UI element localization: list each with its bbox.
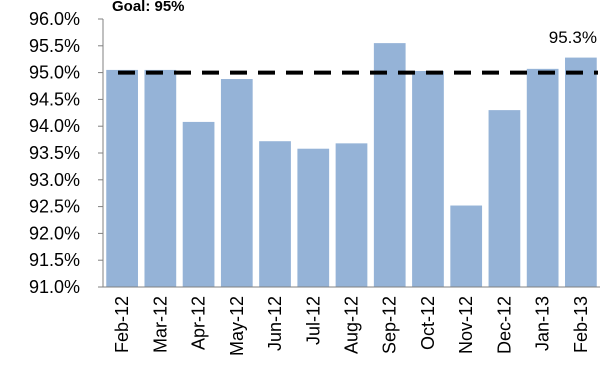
x-tick-label: Jun-12 [265, 296, 285, 351]
bar-jan-13 [526, 68, 559, 287]
bar-jun-12 [259, 141, 291, 287]
x-tick-label: Apr-12 [189, 296, 209, 350]
y-tick-label: 91.0% [29, 277, 80, 297]
x-tick-label: Dec-12 [494, 296, 514, 354]
bar-mar-12 [144, 69, 177, 287]
goal-label: Goal: 95% [112, 0, 185, 15]
y-tick-label: 94.0% [29, 116, 80, 136]
bar-nov-12 [450, 205, 483, 287]
y-tick-label: 93.5% [29, 143, 80, 163]
x-tick-label: Feb-12 [112, 296, 132, 353]
data-label: 95.3% [549, 28, 597, 47]
bar-may-12 [220, 79, 253, 287]
bar-feb-13 [565, 57, 597, 288]
x-tick-label: Feb-13 [571, 296, 591, 353]
bar-oct-12 [412, 70, 444, 288]
bar-feb-12 [106, 69, 138, 287]
x-tick-label: May-12 [227, 296, 247, 356]
x-tick-label: Sep-12 [380, 296, 400, 354]
x-tick-label: Oct-12 [418, 296, 438, 350]
x-tick-label: Jan-13 [533, 296, 553, 351]
y-axis: 91.0% 91.5% 92.0% 92.5% 93.0% 93.5% 94.0% 94.5%… [29, 9, 104, 297]
y-tick-label: 95.0% [29, 63, 80, 83]
y-tick-label: 94.5% [29, 89, 80, 109]
y-tick-label: 96.0% [29, 9, 80, 29]
y-tick-label: 95.5% [29, 36, 80, 56]
data-labels: 95.3% [549, 28, 597, 47]
bar-aug-12 [335, 143, 368, 287]
bar-jul-12 [297, 148, 330, 287]
bar-apr-12 [182, 121, 215, 287]
bar-dec-12 [488, 110, 521, 288]
y-tick-label: 92.5% [29, 197, 80, 217]
x-tick-label: Mar-12 [150, 296, 170, 353]
y-tick-label: 93.0% [29, 170, 80, 190]
x-tick-label: Nov-12 [456, 296, 476, 354]
x-tick-label: Aug-12 [342, 296, 362, 354]
y-tick-label: 91.5% [29, 250, 80, 270]
bar-series [106, 43, 597, 288]
y-tick-label: 92.0% [29, 223, 80, 243]
bar-sep-12 [373, 43, 406, 288]
x-axis: Feb-12 Mar-12 Apr-12 May-12 Jun-12 Jul-12 Aug-… [103, 286, 600, 356]
x-tick-label: Jul-12 [303, 296, 323, 345]
